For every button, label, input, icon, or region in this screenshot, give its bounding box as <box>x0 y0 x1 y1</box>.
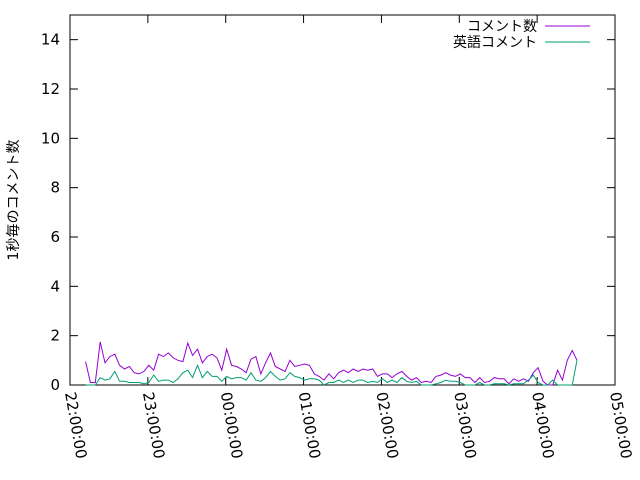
y-tick-label: 0 <box>50 376 60 394</box>
x-tick-label: 01:00:00 <box>295 391 324 460</box>
y-tick-label: 10 <box>41 129 60 147</box>
x-tick-label: 04:00:00 <box>528 391 557 460</box>
y-axis: 0 2 4 6 8 10 12 14 <box>41 31 615 394</box>
x-tick-label: 03:00:00 <box>450 391 479 460</box>
y-tick-label: 4 <box>50 277 60 295</box>
legend: コメント数 英語コメント <box>453 19 590 51</box>
y-axis-label: 1秒毎のコメント数 <box>6 140 22 261</box>
legend-label-comments: コメント数 <box>467 19 537 35</box>
x-tick-label: 22:00:00 <box>61 391 90 460</box>
series-line-0 <box>85 341 578 386</box>
y-tick-label: 14 <box>41 31 60 49</box>
y-tick-label: 6 <box>50 228 60 246</box>
y-tick-label: 2 <box>50 327 60 345</box>
x-tick-label: 23:00:00 <box>139 391 168 460</box>
y-tick-label: 8 <box>50 179 60 197</box>
y-tick-label: 12 <box>41 80 60 98</box>
x-axis: 22:00:00 23:00:00 00:00:00 01:00:00 02:00:00… <box>61 15 635 460</box>
plot-frame <box>69 14 616 386</box>
legend-label-english-comments: 英語コメント <box>453 34 537 51</box>
x-tick-label: 05:00:00 <box>606 391 635 460</box>
x-tick-label: 02:00:00 <box>372 391 401 460</box>
x-tick-label: 00:00:00 <box>217 391 246 460</box>
series-group <box>85 341 578 386</box>
series-line-1 <box>85 360 578 386</box>
